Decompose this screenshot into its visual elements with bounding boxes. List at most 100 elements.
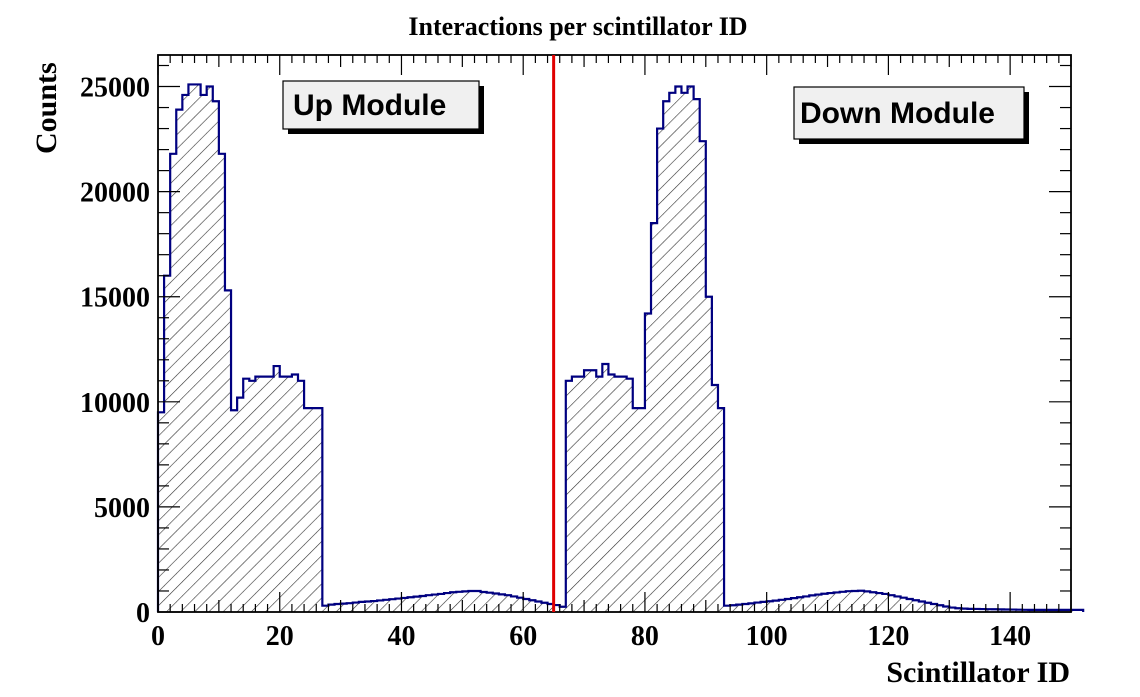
histogram-bin — [730, 605, 737, 612]
histogram-outline — [156, 83, 1085, 612]
histogram-bin — [888, 595, 895, 612]
histogram-bin — [851, 590, 859, 612]
histogram-bin — [900, 597, 907, 612]
histogram-bin — [809, 595, 816, 612]
histogram-bin — [949, 607, 956, 612]
plot-frame — [157, 54, 1072, 613]
x-tick-label: 120 — [867, 621, 909, 652]
histogram-bin — [657, 128, 664, 612]
histogram-bin — [431, 594, 439, 612]
histogram-bin — [961, 608, 968, 612]
down-module-label: Down Module — [800, 97, 995, 130]
histogram-bin — [766, 601, 774, 612]
histogram-bin — [596, 376, 603, 612]
histogram-bin — [937, 605, 944, 612]
histogram-bin — [364, 601, 372, 612]
histogram-bin — [383, 599, 390, 612]
histogram-bin — [237, 397, 244, 612]
histogram-bin — [821, 593, 828, 612]
histogram-bin — [529, 600, 536, 612]
histogram-bin — [395, 598, 402, 612]
histogram-bin — [815, 594, 822, 612]
histogram-bin — [711, 384, 719, 612]
histogram-bin — [675, 86, 682, 612]
histogram-bin — [188, 84, 195, 613]
histogram-bin — [778, 599, 786, 612]
histogram-bin — [261, 376, 268, 612]
histogram-bin — [845, 591, 853, 612]
down-module-label-box: Down Module — [793, 86, 1029, 144]
histogram-bin — [632, 408, 640, 612]
x-axis-label: Scintillator ID — [886, 656, 1070, 689]
y-tick-label: 20000 — [80, 178, 150, 209]
histogram-bin — [827, 593, 834, 612]
histogram-bin — [590, 370, 597, 612]
histogram-bin — [334, 604, 341, 612]
histogram-bin — [480, 592, 487, 612]
histogram-bin — [857, 590, 865, 612]
histogram-bin — [870, 592, 877, 612]
chart-title: Interactions per scintillator ID — [408, 12, 747, 41]
x-tick-label: 80 — [631, 621, 659, 652]
histogram-bin — [803, 596, 810, 612]
histogram-bin — [681, 92, 688, 612]
y-tick-label: 5000 — [94, 493, 150, 524]
histogram-bin — [882, 593, 889, 612]
histogram-bin — [346, 603, 354, 612]
histogram-bin — [176, 109, 183, 613]
histogram-bin — [273, 366, 281, 612]
histogram-bin — [304, 408, 311, 612]
histogram-bin — [498, 594, 506, 612]
histogram-bin — [772, 600, 780, 612]
histogram-bin — [687, 86, 694, 612]
histogram-bin — [419, 596, 427, 612]
histogram-bin — [973, 608, 980, 612]
histogram-bin — [1016, 609, 1023, 612]
histogram-bin — [991, 609, 999, 612]
x-tick-label: 60 — [509, 621, 537, 652]
histogram-bin — [669, 92, 676, 612]
histogram-bin — [224, 290, 232, 612]
histogram-bin — [894, 596, 901, 612]
histogram-bin — [924, 602, 932, 612]
histogram-bin — [979, 609, 987, 612]
histogram-bin — [565, 380, 573, 612]
histogram-bin — [553, 605, 561, 612]
histogram-bin — [200, 94, 207, 612]
histogram-bin — [511, 596, 518, 612]
histogram-bin — [651, 223, 658, 612]
histogram-bin — [468, 590, 475, 612]
histogram-bin — [833, 592, 841, 612]
histogram-bin — [967, 608, 974, 612]
histogram-bin — [297, 380, 305, 612]
histogram-bin — [535, 601, 542, 612]
histogram-bin — [839, 591, 847, 612]
histogram-bin — [328, 604, 335, 612]
histogram-bin — [322, 605, 329, 612]
x-tick-label: 100 — [746, 621, 788, 652]
histogram-bars — [158, 84, 1084, 613]
histogram-bin — [231, 410, 238, 612]
histogram-bin — [389, 599, 396, 612]
histogram-bin — [955, 608, 962, 612]
histogram-bin — [541, 602, 548, 612]
histogram-bin — [547, 604, 554, 612]
y-tick-label: 0 — [136, 598, 150, 629]
histogram-bin — [474, 590, 481, 612]
histogram-bin — [931, 604, 938, 612]
histogram-bin — [602, 363, 609, 612]
up-module-label-box: Up Module — [282, 80, 484, 134]
x-tick-label: 0 — [151, 621, 165, 652]
histogram-bin — [291, 374, 299, 612]
histogram-bin — [918, 601, 926, 612]
histogram-bin — [358, 601, 366, 612]
histogram-bin — [504, 595, 512, 612]
histogram-bin — [614, 376, 621, 612]
histogram-bin — [876, 593, 883, 612]
histogram-bin — [377, 600, 384, 612]
histogram-bin — [577, 376, 585, 612]
histogram-bin — [170, 153, 177, 612]
histogram-bin — [413, 596, 421, 612]
histogram-bin — [985, 609, 993, 612]
histogram-bin — [754, 602, 761, 612]
